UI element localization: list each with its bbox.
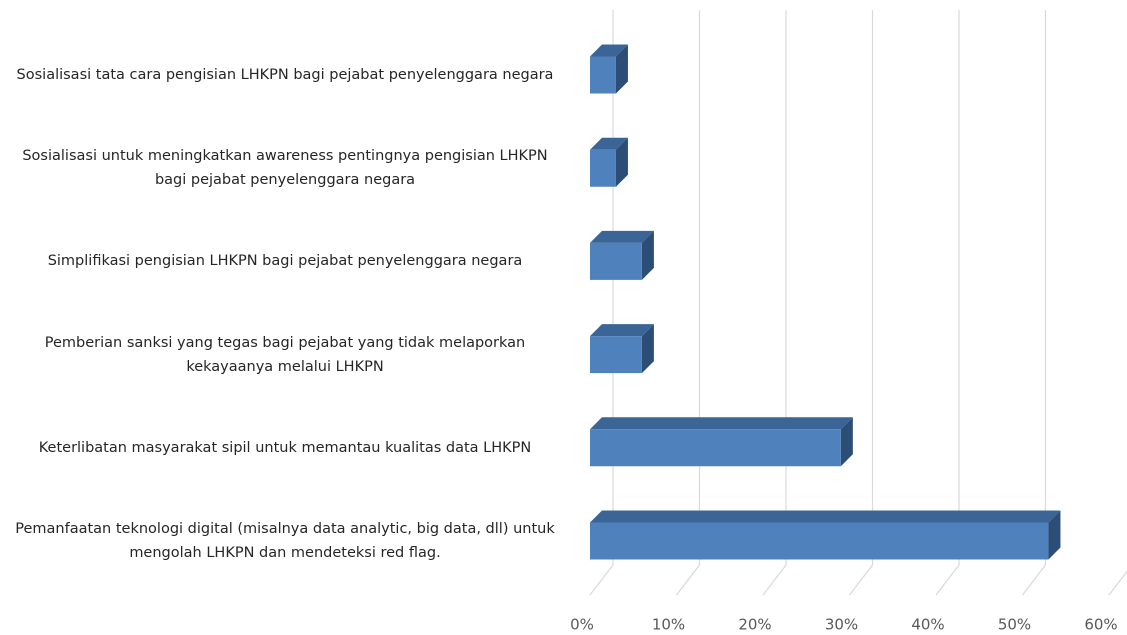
bar-face: [840, 417, 853, 467]
bar-face: [615, 137, 628, 187]
bar: [590, 417, 853, 467]
category-label: Sosialisasi tata cara pengisian LHKPN ba…: [16, 67, 554, 83]
x-tick-label: 40%: [911, 616, 944, 634]
grid-line: [935, 10, 960, 596]
bar-face: [590, 56, 616, 94]
bar-face: [590, 44, 628, 57]
grid-line: [849, 10, 874, 596]
bar-face: [590, 522, 1049, 560]
grid-line: [762, 10, 787, 596]
x-tick-label: 60%: [1084, 616, 1117, 634]
bar-face: [590, 230, 654, 243]
x-tick-label: 50%: [998, 616, 1031, 634]
bar-face: [1048, 510, 1061, 560]
category-label: Sosialisasi untuk meningkatkan awareness…: [22, 148, 548, 189]
bar: [590, 510, 1061, 560]
bar-face: [590, 510, 1061, 523]
grid-line: [1022, 10, 1047, 596]
category-label: Pemberian sanksi yang tegas bagi pejabat…: [44, 334, 526, 375]
bar-face: [615, 44, 628, 94]
x-tick-label: 30%: [825, 616, 858, 634]
x-tick-label: 0%: [570, 616, 594, 634]
bar: [590, 324, 654, 374]
grid-line: [1108, 570, 1127, 596]
bar-face: [590, 336, 642, 374]
bar-face: [590, 324, 654, 337]
bar-face: [641, 230, 654, 280]
bar: [590, 44, 628, 94]
category-label: Simplifikasi pengisian LHKPN bagi pejaba…: [47, 253, 523, 270]
bar: [590, 230, 654, 280]
bar-face: [641, 324, 654, 374]
bar-face: [590, 417, 853, 430]
category-label: Keterlibatan masyarakat sipil untuk mema…: [38, 439, 532, 456]
bar-face: [590, 429, 841, 467]
bar-face: [590, 149, 616, 187]
x-tick-label: 10%: [652, 616, 685, 634]
category-label: Pemanfaatan teknologi digital (misalnya …: [15, 521, 555, 561]
grid-line: [676, 10, 701, 596]
x-tick-label: 20%: [738, 616, 771, 634]
grid-line: [589, 10, 614, 596]
bar-face: [590, 137, 628, 150]
bar: [590, 137, 628, 187]
bar-face: [590, 242, 642, 280]
